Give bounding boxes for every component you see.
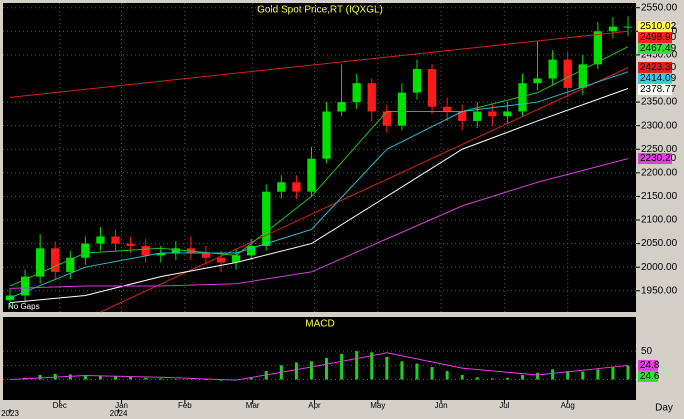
x-tick-label: Dec: [53, 401, 67, 410]
y-tick-label: 2200.00: [641, 167, 678, 178]
price-tag: [638, 72, 672, 84]
y-tick-label: 2250.00: [641, 144, 678, 155]
year-label: 2023: [1, 409, 19, 418]
candle-body: [458, 111, 467, 121]
x-tick-label: Aug: [561, 401, 575, 410]
price-tag-label: 2423.30: [640, 62, 677, 73]
candle-body: [216, 257, 226, 263]
y-tick-label: 2300.00: [641, 120, 678, 131]
candle-body: [156, 253, 165, 256]
price-tag-label: 2378.77: [640, 84, 677, 95]
x-tick-label: Jan: [115, 401, 128, 410]
x-tick-label: Jul: [499, 401, 509, 410]
indicator-line: [9, 158, 629, 289]
candle-body: [171, 248, 180, 254]
candle-body: [382, 111, 391, 126]
year-label: 2024: [110, 409, 128, 418]
candle-body: [367, 83, 376, 112]
y-tick-label: 2150.00: [641, 191, 678, 202]
price-tag-label: 2230.20: [640, 153, 677, 164]
candle-body: [593, 31, 602, 65]
candle-body: [307, 158, 316, 192]
macd-panel: [3, 317, 636, 400]
price-tag-label: 2498.90: [640, 32, 677, 43]
candle-body: [111, 236, 120, 244]
chart-title: Gold Spot Price,RT (IQXGL): [257, 5, 383, 16]
x-tick-label: Apr: [308, 401, 321, 410]
price-tag: [638, 43, 672, 55]
candle-body: [397, 92, 407, 126]
indicator-line: [9, 30, 629, 98]
x-tick-label: Feb: [178, 401, 192, 410]
macd-tag-label: 24.6: [640, 371, 660, 382]
candle-body: [201, 253, 211, 258]
candle-body: [473, 111, 482, 121]
candle-body: [548, 59, 557, 79]
y-tick-label: 2550.00: [641, 2, 678, 13]
macd-title: MACD: [305, 319, 334, 330]
candle-body: [518, 83, 527, 112]
candle-body: [563, 59, 572, 88]
annotation: No Gaps: [8, 302, 40, 311]
candle-body: [5, 295, 15, 301]
price-tag: [638, 83, 672, 95]
candle-body: [66, 257, 75, 272]
candle-body: [247, 245, 256, 256]
candle-body: [503, 111, 512, 117]
candle-body: [262, 191, 271, 246]
y-tick-label: 50: [641, 346, 653, 357]
macd-tag: [638, 370, 658, 382]
price-tag-label: 2414.09: [640, 73, 677, 84]
signal-line: [9, 352, 629, 381]
x-tick-label: Jun: [435, 401, 448, 410]
candle-body: [231, 255, 241, 263]
y-tick-label: 2450.00: [641, 50, 678, 61]
candle-body: [533, 78, 542, 84]
candle-body: [96, 236, 105, 244]
x-tick-label: Mar: [246, 401, 260, 410]
price-panel: [3, 3, 636, 312]
indicator-line: [9, 71, 629, 299]
price-tag-label: 2467.49: [640, 43, 677, 54]
candle-body: [20, 276, 30, 296]
macd-tag-label: 24.8: [640, 360, 660, 371]
candle-body: [81, 243, 90, 258]
candle-body: [36, 248, 45, 277]
price-tag-label: 2510.02: [640, 21, 677, 32]
candle-body: [322, 111, 331, 159]
y-tick-label: 2050.00: [641, 238, 678, 249]
candle-body: [337, 102, 346, 112]
candle-body: [277, 182, 286, 192]
candle-body: [442, 106, 452, 112]
indicator-line: [9, 88, 629, 304]
candle-body: [292, 182, 301, 192]
candle-body: [427, 69, 437, 107]
x-axis-label: Day: [655, 403, 673, 414]
x-tick-label: May: [370, 401, 385, 410]
candle-body: [352, 83, 361, 103]
price-tag: [638, 61, 672, 73]
price-tag: [638, 153, 672, 165]
candle-body: [488, 111, 497, 117]
y-tick-label: 1950.00: [641, 285, 678, 296]
macd-tag: [638, 359, 658, 371]
candle-body: [412, 69, 422, 93]
indicator-line: [9, 46, 629, 287]
price-tag: [638, 21, 672, 33]
candle-body: [141, 245, 150, 256]
y-tick-label: 2000.00: [641, 262, 678, 273]
candle-body: [126, 243, 135, 246]
candle-body: [578, 64, 587, 88]
candle-body: [623, 26, 633, 28]
candle-body: [608, 26, 618, 32]
y-tick-label: 2100.00: [641, 215, 678, 226]
price-tag: [638, 32, 672, 44]
y-tick-label: 2350.00: [641, 97, 678, 108]
candle-body: [51, 248, 60, 272]
